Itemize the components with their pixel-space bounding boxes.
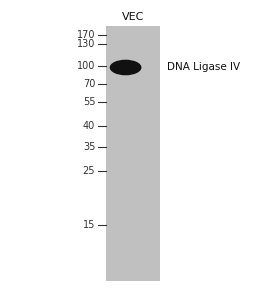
Ellipse shape	[110, 60, 141, 75]
Text: 15: 15	[83, 220, 95, 230]
Text: 170: 170	[77, 29, 95, 40]
Text: 40: 40	[83, 121, 95, 131]
Bar	[106, 26, 160, 281]
Text: 25: 25	[83, 166, 95, 176]
Text: VEC: VEC	[122, 11, 144, 22]
Text: 130: 130	[77, 39, 95, 50]
Text: 55: 55	[83, 97, 95, 107]
Text: 35: 35	[83, 142, 95, 152]
Text: 70: 70	[83, 79, 95, 89]
Text: DNA Ligase IV: DNA Ligase IV	[167, 62, 240, 73]
Text: 100: 100	[77, 61, 95, 71]
